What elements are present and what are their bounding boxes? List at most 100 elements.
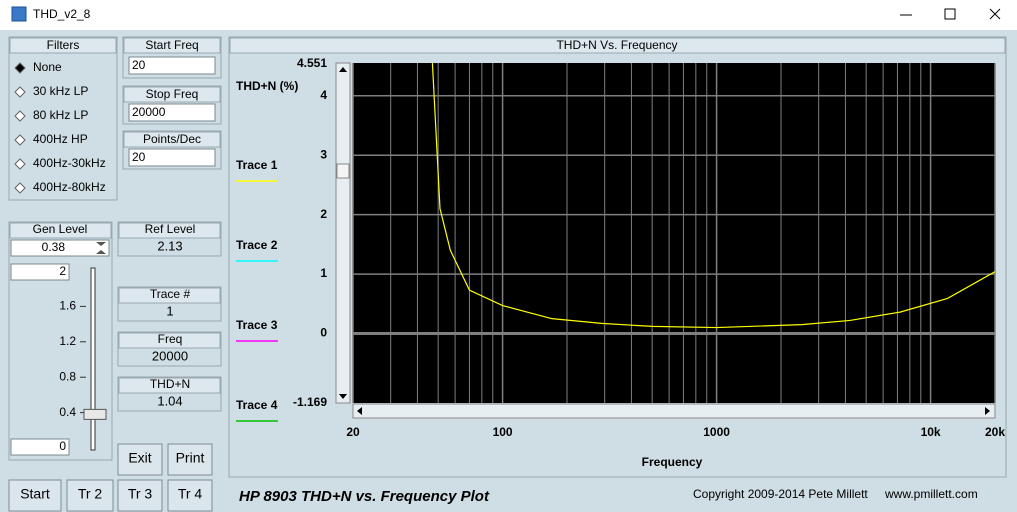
legend-label: Trace 1 (236, 158, 278, 172)
button-label[interactable]: Tr 4 (178, 486, 203, 502)
radio-button[interactable] (14, 110, 26, 122)
filters-header (9, 37, 117, 54)
x-tick-label: 100 (493, 425, 513, 439)
slider-min: 0 (59, 439, 66, 453)
plot-title: THD+N Vs. Frequency (556, 38, 677, 52)
start-freq-label: Start Freq (145, 38, 198, 52)
radio-button[interactable] (14, 62, 26, 74)
points-dec-value: 20 (132, 150, 146, 164)
filters-title: Filters (47, 38, 80, 52)
maximize-button[interactable] (944, 8, 956, 20)
readout-value: 2.13 (157, 238, 182, 253)
readout-value: 1.04 (157, 393, 182, 408)
y-tick-label: 0 (320, 326, 327, 340)
trace-line (431, 63, 995, 329)
button-label[interactable]: Start (20, 486, 50, 502)
readout-value: 1 (166, 303, 173, 318)
points-dec-input[interactable] (128, 148, 216, 167)
filter-options: None 30 kHz LP 80 kHz LP 400Hz HP 400Hz-30kH… (14, 60, 106, 194)
x-tick-label: 20 (346, 425, 360, 439)
stop-freq-value: 20000 (132, 105, 166, 119)
plot-header (229, 37, 1006, 54)
readout-header (118, 377, 221, 394)
slider-max-input[interactable] (10, 263, 70, 281)
button[interactable] (117, 479, 163, 512)
points-dec-header (123, 131, 221, 148)
y-tick-label: 4 (320, 88, 327, 102)
button[interactable] (167, 443, 213, 476)
readouts: Ref Level 2.13 Trace # 1 Freq 20000 THD+N 1.04 (117, 221, 222, 412)
slider-tick-label: 0.4 (59, 405, 76, 419)
points-dec-label: Points/Dec (143, 132, 201, 146)
slider-tick-label: 0.8 (59, 369, 76, 383)
gen-level-spinner[interactable] (10, 239, 110, 257)
radio-label: 400Hz-30kHz (33, 156, 106, 170)
filters-group (8, 36, 118, 201)
vertical-scrollbar[interactable] (335, 62, 351, 404)
button[interactable] (8, 479, 62, 512)
slider-min-input[interactable] (10, 438, 70, 456)
radio-label: 400Hz-80kHz (33, 180, 106, 194)
app-icon (11, 6, 27, 22)
slider-tick-label: 1.2 (59, 334, 76, 348)
grid (352, 63, 996, 403)
readout-header (118, 332, 221, 349)
readout-header (118, 287, 221, 304)
readout-label: Freq (158, 332, 183, 346)
y-axis-label: THD+N (%) (236, 79, 298, 93)
legend-label: Trace 2 (236, 238, 278, 252)
button-label[interactable]: Tr 2 (78, 486, 103, 502)
radio-button[interactable] (14, 134, 26, 146)
footer-title: HP 8903 THD+N vs. Frequency Plot (239, 488, 490, 505)
start-freq-value: 20 (132, 58, 146, 72)
legend-label: Trace 4 (236, 398, 278, 412)
legend-label: Trace 3 (236, 318, 278, 332)
radio-button[interactable] (14, 86, 26, 98)
plot-area (353, 63, 995, 403)
gen-level-value: 0.38 (42, 240, 66, 254)
gen-level-label: Gen Level (33, 222, 88, 236)
horizontal-scrollbar[interactable] (352, 403, 996, 419)
y-tick-label: 1 (320, 266, 327, 280)
slider-thumb[interactable] (83, 408, 107, 420)
readout-label: THD+N (150, 377, 190, 391)
slider-max: 2 (59, 264, 66, 278)
vertical-scroll-thumb[interactable] (336, 163, 350, 179)
x-tick-label: 10k (921, 425, 941, 439)
button[interactable] (117, 443, 163, 476)
curves (431, 63, 995, 329)
button[interactable] (167, 479, 213, 512)
radio-label: None (33, 60, 62, 74)
button-label[interactable]: Print (176, 450, 205, 466)
spinner-arrows[interactable] (96, 242, 106, 254)
y-tick-label: 2 (320, 207, 327, 221)
radio-button[interactable] (14, 158, 26, 170)
button-label[interactable]: Tr 3 (128, 486, 153, 502)
slider-track (90, 267, 96, 451)
start-freq-input[interactable] (128, 56, 216, 75)
readout-header (118, 222, 221, 239)
y-tick-label: 3 (320, 147, 327, 161)
website: www.pmillett.com (884, 487, 978, 501)
radio-label: 400Hz HP (33, 132, 88, 146)
x-axis-label: Frequency (642, 455, 703, 469)
stop-freq-label: Stop Freq (146, 87, 199, 101)
slider-tick-label: 1.6 (59, 299, 76, 313)
radio-label: 80 kHz LP (33, 108, 88, 122)
readout-label: Ref Level (145, 222, 196, 236)
gen-level-slider[interactable]: 1.6 1.2 0.8 0.4 (59, 299, 107, 420)
x-tick-label: 20k (985, 425, 1005, 439)
radio-label: 30 kHz LP (33, 84, 88, 98)
button[interactable] (66, 479, 114, 512)
close-button[interactable] (989, 8, 1001, 20)
window-title: THD_v2_8 (33, 7, 91, 21)
y-min-label: -1.169 (293, 395, 327, 409)
readout-value: 20000 (152, 348, 188, 363)
stop-freq-input[interactable] (128, 103, 216, 122)
stop-freq-header (123, 86, 221, 103)
y-max-label: 4.551 (297, 56, 327, 70)
radio-button[interactable] (14, 182, 26, 194)
gen-level-header (9, 222, 112, 239)
title-bar (0, 0, 1017, 30)
button-label[interactable]: Exit (128, 450, 151, 466)
